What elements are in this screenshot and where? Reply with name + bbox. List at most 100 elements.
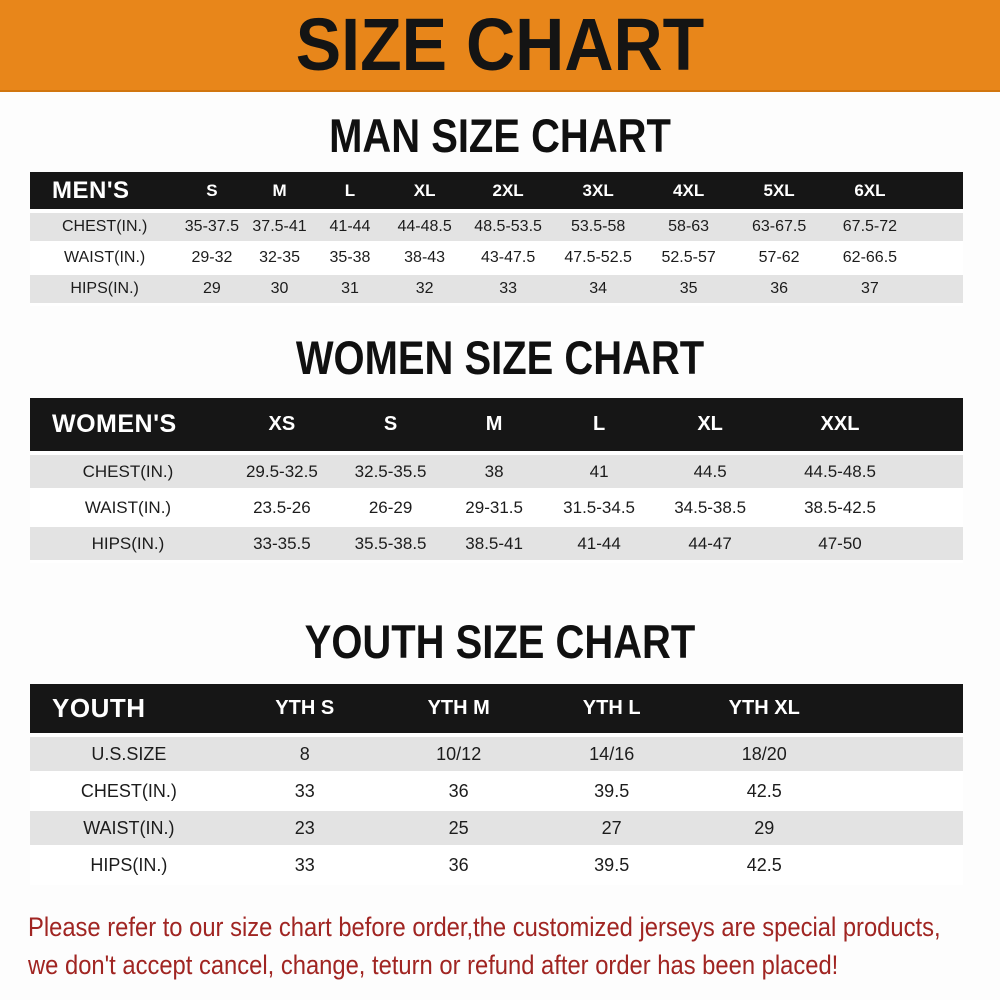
blank-cell: [840, 737, 963, 774]
size-value: 36: [381, 848, 536, 885]
table-row: CHEST(IN.) 35-37.5 37.5-41 41-44 44-48.5 48.5…: [30, 213, 963, 244]
measurement-label: HIPS(IN.): [30, 275, 180, 306]
size-value: 37: [824, 275, 963, 306]
size-value: 41-44: [544, 527, 654, 563]
size-column-header: M: [443, 398, 545, 455]
size-column-header: L: [314, 172, 386, 213]
size-value: 38.5-41: [443, 527, 545, 563]
size-value: 47-50: [767, 527, 963, 563]
table-row: CHEST(IN.) 29.5-32.5 32.5-35.5 38 41 44.5 44.5…: [30, 455, 963, 491]
size-value: 29.5-32.5: [225, 455, 338, 491]
size-value: 44.5-48.5: [767, 455, 963, 491]
size-value: 29: [687, 811, 841, 848]
size-value: 62-66.5: [824, 244, 963, 275]
blank-cell: [840, 848, 963, 885]
table-row: CHEST(IN.) 33 36 39.5 42.5: [30, 774, 963, 811]
size-value: 36: [733, 275, 825, 306]
size-value: 35: [643, 275, 734, 306]
size-value: 42.5: [687, 848, 841, 885]
size-value: 39.5: [535, 848, 688, 885]
table-row: WAIST(IN.) 23.5-26 26-29 29-31.5 31.5-34.5 34…: [30, 491, 963, 527]
size-value: 33-35.5: [225, 527, 338, 563]
size-value: 18/20: [687, 737, 841, 774]
size-column-header: YTH S: [227, 684, 382, 737]
table-row: WAIST(IN.) 23 25 27 29: [30, 811, 963, 848]
size-value: 29: [179, 275, 245, 306]
disclaimer-note: Please refer to our size chart before or…: [28, 908, 941, 984]
size-value: 38: [443, 455, 545, 491]
measurement-label: HIPS(IN.): [30, 527, 226, 563]
size-value: 67.5-72: [824, 213, 963, 244]
table-row: HIPS(IN.) 33-35.5 35.5-38.5 38.5-41 41-44 44-…: [30, 527, 963, 563]
size-column-header: YTH M: [381, 684, 536, 737]
size-column-header: XL: [385, 172, 464, 213]
size-value: 57-62: [733, 244, 825, 275]
measurement-label: HIPS(IN.): [30, 848, 228, 885]
size-value: 63-67.5: [733, 213, 825, 244]
size-value: 35-37.5: [179, 213, 245, 244]
size-value: 53.5-58: [552, 213, 644, 244]
section-title-women: WOMEN SIZE CHART: [295, 331, 705, 384]
disclaimer-line-1: Please refer to our size chart before or…: [28, 912, 941, 942]
banner-title: SIZE CHART: [295, 3, 705, 86]
size-value: 32.5-35.5: [337, 455, 444, 491]
size-value: 41-44: [314, 213, 386, 244]
section-title-man: MAN SIZE CHART: [329, 109, 671, 162]
table-row: HIPS(IN.) 29 30 31 32 33 34 35 36 37: [30, 275, 963, 306]
size-value: 29-31.5: [443, 491, 545, 527]
table-row: WAIST(IN.) 29-32 32-35 35-38 38-43 43-47.5 47.…: [30, 244, 963, 275]
men-size-table: MEN'S S M L XL 2XL 3XL 4XL 5XL 6XL CHEST(IN.) 35-37…: [30, 172, 963, 306]
blank-column: [840, 684, 963, 737]
size-value: 39.5: [535, 774, 688, 811]
measurement-label: U.S.SIZE: [30, 737, 228, 774]
size-value: 32: [385, 275, 464, 306]
size-value: 47.5-52.5: [552, 244, 644, 275]
size-value: 33: [227, 848, 382, 885]
size-value: 32-35: [244, 244, 315, 275]
table-header-label: YOUTH: [30, 684, 228, 737]
size-column-header: 5XL: [733, 172, 825, 213]
size-value: 35.5-38.5: [337, 527, 444, 563]
size-value: 29-32: [179, 244, 245, 275]
size-value: 10/12: [381, 737, 536, 774]
size-value: 38-43: [385, 244, 464, 275]
table-header-label: WOMEN'S: [30, 398, 226, 455]
size-column-header: S: [179, 172, 245, 213]
size-value: 52.5-57: [643, 244, 734, 275]
table-header-label: MEN'S: [30, 172, 180, 213]
disclaimer-line-2: we don't accept cancel, change, teturn o…: [28, 950, 839, 980]
size-column-header: XXL: [767, 398, 963, 455]
size-value: 34.5-38.5: [653, 491, 768, 527]
size-column-header: 6XL: [824, 172, 963, 213]
measurement-label: CHEST(IN.): [30, 213, 180, 244]
size-column-header: YTH XL: [687, 684, 841, 737]
size-value: 30: [244, 275, 315, 306]
size-value: 8: [227, 737, 382, 774]
blank-cell: [840, 774, 963, 811]
table-header-row: MEN'S S M L XL 2XL 3XL 4XL 5XL 6XL: [30, 172, 963, 213]
size-value: 36: [381, 774, 536, 811]
size-value: 25: [381, 811, 536, 848]
size-column-header: 4XL: [643, 172, 734, 213]
size-column-header: M: [244, 172, 315, 213]
size-column-header: 2XL: [463, 172, 553, 213]
size-value: 58-63: [643, 213, 734, 244]
size-value: 37.5-41: [244, 213, 315, 244]
size-column-header: 3XL: [552, 172, 644, 213]
size-value: 23.5-26: [225, 491, 338, 527]
table-row: U.S.SIZE 8 10/12 14/16 18/20: [30, 737, 963, 774]
measurement-label: WAIST(IN.): [30, 811, 228, 848]
size-value: 38.5-42.5: [767, 491, 963, 527]
youth-size-table: YOUTH YTH S YTH M YTH L YTH XL U.S.SIZE 8 10/12…: [30, 684, 963, 885]
size-value: 31.5-34.5: [544, 491, 654, 527]
measurement-label: CHEST(IN.): [30, 455, 226, 491]
size-value: 33: [463, 275, 553, 306]
size-column-header: XS: [225, 398, 338, 455]
size-column-header: YTH L: [535, 684, 688, 737]
section-title-youth: YOUTH SIZE CHART: [304, 615, 696, 668]
table-row: HIPS(IN.) 33 36 39.5 42.5: [30, 848, 963, 885]
measurement-label: CHEST(IN.): [30, 774, 228, 811]
size-value: 26-29: [337, 491, 444, 527]
size-value: 44-48.5: [385, 213, 464, 244]
